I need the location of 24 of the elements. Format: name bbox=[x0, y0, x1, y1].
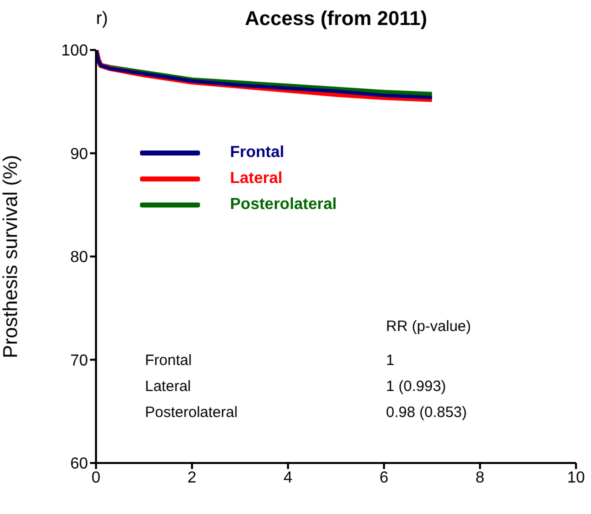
x-tick-label: 4 bbox=[284, 469, 293, 486]
x-tick-label: 10 bbox=[567, 469, 585, 486]
annotation: 0.98 (0.853) bbox=[386, 404, 467, 421]
legend-label: Lateral bbox=[230, 170, 282, 188]
annotation: 1 (0.993) bbox=[386, 378, 446, 395]
annotation: Frontal bbox=[145, 352, 192, 369]
y-tick-label: 90 bbox=[70, 146, 88, 163]
annotation: Posterolateral bbox=[145, 404, 238, 421]
legend-label: Frontal bbox=[230, 144, 284, 162]
y-tick-label: 80 bbox=[70, 249, 88, 266]
x-tick-label: 0 bbox=[92, 469, 101, 486]
x-tick-label: 8 bbox=[476, 469, 485, 486]
annotation: 1 bbox=[386, 352, 394, 369]
annotation: Lateral bbox=[145, 378, 191, 395]
text: r) bbox=[96, 8, 108, 29]
x-tick-label: 6 bbox=[380, 469, 389, 486]
y-tick-label: 70 bbox=[70, 352, 88, 370]
chart-title: Access (from 2011) bbox=[244, 8, 428, 30]
legend-label: Posterolateral bbox=[230, 196, 337, 214]
y-axis-title: Prosthesis survival (%) bbox=[0, 154, 22, 358]
y-tick-label: 60 bbox=[70, 456, 88, 473]
y-tick-label: 100 bbox=[61, 42, 88, 60]
annotation: RR (p-value) bbox=[386, 318, 472, 335]
x-tick-label: 2 bbox=[188, 469, 197, 486]
